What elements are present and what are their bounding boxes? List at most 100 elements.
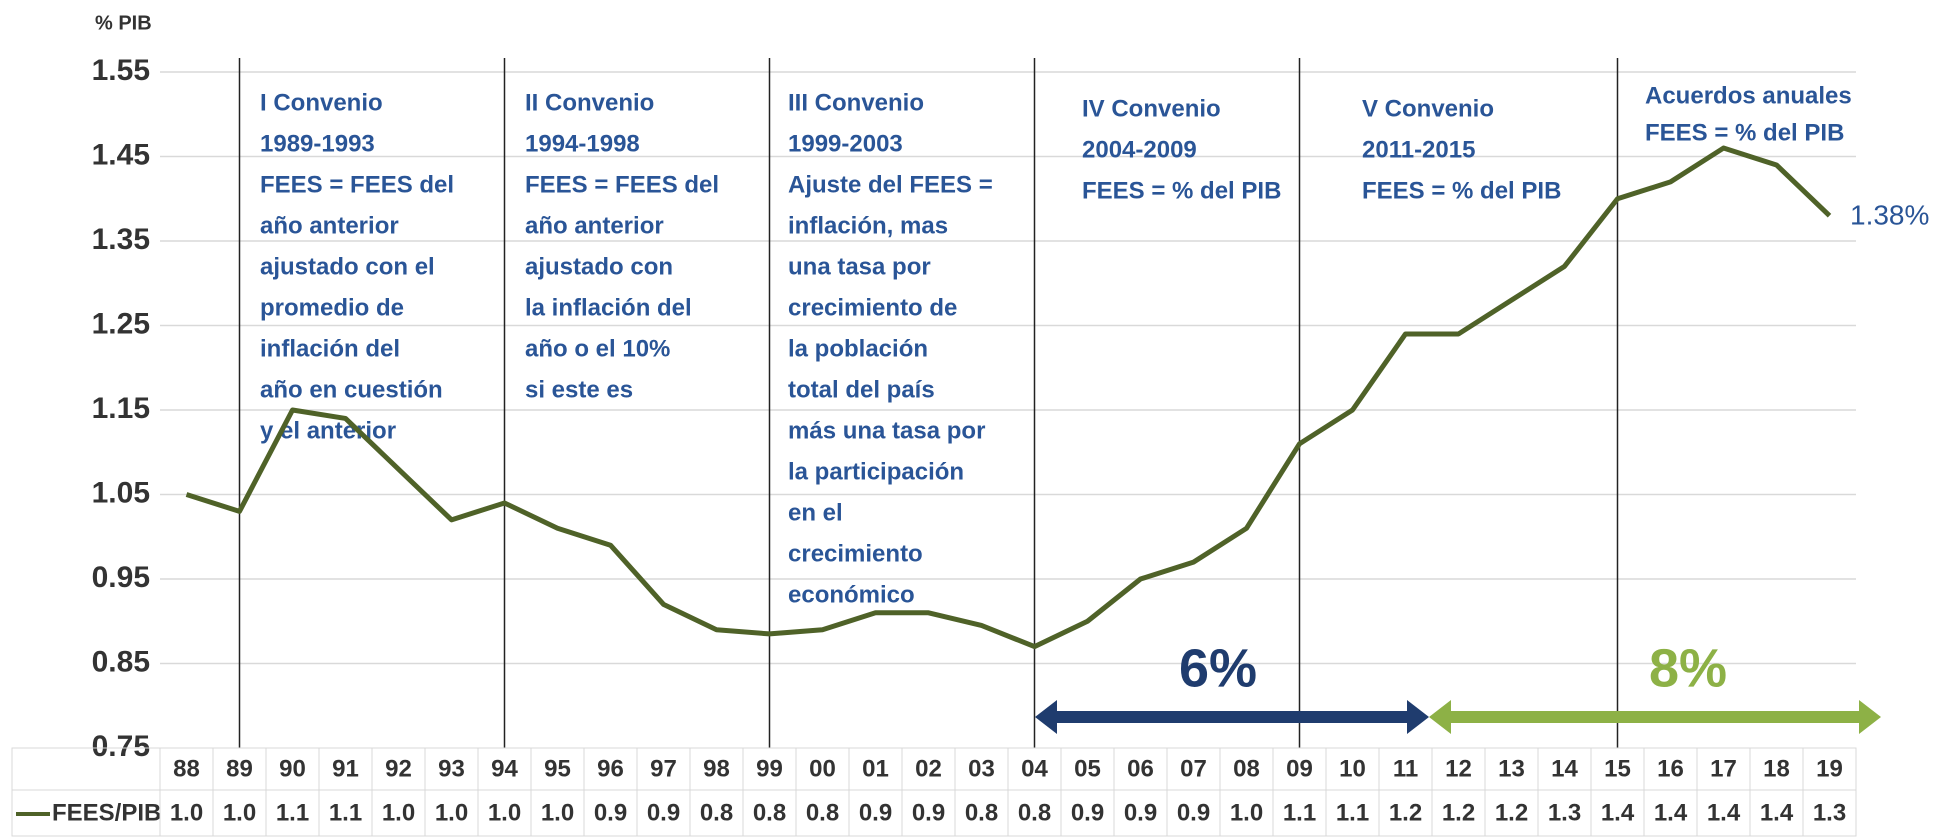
table-value: 1.0 xyxy=(435,799,468,826)
y-tick-label: 1.45 xyxy=(92,138,150,171)
annotation-text: V Convenio xyxy=(1362,95,1494,122)
table-value: 0.9 xyxy=(912,799,945,826)
table-value: 1.0 xyxy=(170,799,203,826)
table-value: 1.2 xyxy=(1495,799,1528,826)
table-value: 1.4 xyxy=(1707,799,1741,826)
annotation-text: FEES = FEES del xyxy=(260,171,454,198)
annotation-text: 1994-1998 xyxy=(525,130,640,157)
table-value: 0.8 xyxy=(1018,799,1051,826)
annotation-text: 1989-1993 xyxy=(260,130,375,157)
x-tick-label: 11 xyxy=(1393,755,1418,782)
x-tick-label: 95 xyxy=(544,755,571,782)
y-tick-label: 0.95 xyxy=(92,561,150,594)
x-tick-label: 13 xyxy=(1498,755,1525,782)
x-tick-label: 94 xyxy=(491,755,518,782)
table-value: 1.1 xyxy=(1336,799,1369,826)
table-value: 1.2 xyxy=(1389,799,1422,826)
y-tick-label: 1.05 xyxy=(92,476,150,509)
table-value: 1.0 xyxy=(1230,799,1263,826)
table-value: 0.9 xyxy=(859,799,892,826)
y-tick-label: 0.75 xyxy=(92,730,150,763)
x-tick-label: 96 xyxy=(597,755,624,782)
x-tick-label: 05 xyxy=(1074,755,1101,782)
x-tick-label: 88 xyxy=(173,755,200,782)
annotation-text: 1999-2003 xyxy=(788,130,903,157)
annotation-text: inflación del xyxy=(260,335,400,362)
annotation-text: más una tasa por xyxy=(788,417,985,444)
annotation-text: la participación xyxy=(788,458,964,485)
x-tick-label: 06 xyxy=(1127,755,1154,782)
x-tick-label: 17 xyxy=(1710,755,1737,782)
annotation-text: una tasa por xyxy=(788,253,931,280)
arrow-label: 8% xyxy=(1649,638,1727,698)
table-value: 1.4 xyxy=(1654,799,1688,826)
table-value: 1.3 xyxy=(1548,799,1581,826)
annotation-text: la población xyxy=(788,335,928,362)
table-value: 1.0 xyxy=(488,799,521,826)
table-value: 0.8 xyxy=(965,799,998,826)
annotation-text: la inflación del xyxy=(525,294,692,321)
x-tick-label: 04 xyxy=(1021,755,1048,782)
table-value: 1.0 xyxy=(382,799,415,826)
arrow-8-head xyxy=(1429,700,1451,734)
legend-label: FEES/PIB xyxy=(52,799,161,826)
x-tick-label: 98 xyxy=(703,755,730,782)
table-value: 0.9 xyxy=(1177,799,1210,826)
annotation-text: 2004-2009 xyxy=(1082,136,1197,163)
annotation-text: año o el 10% xyxy=(525,335,670,362)
table-value: 1.4 xyxy=(1760,799,1794,826)
x-tick-label: 90 xyxy=(279,755,306,782)
annotation-text: Ajuste del FEES = xyxy=(788,171,993,198)
x-tick-label: 92 xyxy=(385,755,412,782)
x-tick-label: 15 xyxy=(1604,755,1631,782)
annotation-text: ajustado con el xyxy=(260,253,435,280)
x-tick-label: 00 xyxy=(809,755,836,782)
x-tick-label: 97 xyxy=(650,755,677,782)
data-line xyxy=(185,145,1832,650)
annotation-text: FEES = % del PIB xyxy=(1082,177,1281,204)
x-tick-label: 07 xyxy=(1180,755,1207,782)
y-tick-label: 1.55 xyxy=(92,54,150,87)
annotation-text: Acuerdos anuales xyxy=(1645,82,1852,109)
table-value: 1.1 xyxy=(1283,799,1316,826)
table-value: 0.9 xyxy=(1124,799,1157,826)
x-tick-label: 99 xyxy=(756,755,783,782)
table-value: 0.8 xyxy=(806,799,839,826)
y-tick-label: 1.35 xyxy=(92,223,150,256)
table-value: 0.9 xyxy=(594,799,627,826)
x-tick-label: 16 xyxy=(1657,755,1684,782)
arrow-8-head xyxy=(1859,700,1881,734)
table-value: 1.4 xyxy=(1601,799,1635,826)
arrow-label: 6% xyxy=(1179,638,1257,698)
annotation-text: III Convenio xyxy=(788,89,924,116)
annotation-text: FEES = FEES del xyxy=(525,171,719,198)
table-value: 1.1 xyxy=(276,799,309,826)
annotation-text: económico xyxy=(788,581,915,608)
x-tick-label: 02 xyxy=(915,755,942,782)
x-tick-label: 01 xyxy=(862,755,889,782)
table-value: 0.8 xyxy=(753,799,786,826)
table-border xyxy=(11,747,1857,837)
x-tick-label: 91 xyxy=(332,755,359,782)
x-tick-label: 09 xyxy=(1286,755,1313,782)
end-label: 1.38% xyxy=(1850,199,1929,230)
annotation-text: FEES = % del PIB xyxy=(1362,177,1561,204)
x-tick-label: 12 xyxy=(1445,755,1472,782)
annotation-text: crecimiento de xyxy=(788,294,957,321)
x-tick-label: 10 xyxy=(1339,755,1366,782)
table-value: 1.2 xyxy=(1442,799,1475,826)
y-tick-label: 0.85 xyxy=(92,645,150,678)
table-value: 1.1 xyxy=(329,799,362,826)
annotation-text: FEES = % del PIB xyxy=(1645,119,1844,146)
annotation-text: 2011-2015 xyxy=(1362,136,1475,163)
annotation-text: inflación, mas xyxy=(788,212,948,239)
annotation-text: total del país xyxy=(788,376,935,403)
arrow-6-head xyxy=(1035,700,1057,734)
arrow-6-head xyxy=(1407,700,1429,734)
x-tick-label: 03 xyxy=(968,755,995,782)
annotation-text: año en cuestión xyxy=(260,376,443,403)
x-tick-label: 19 xyxy=(1816,755,1843,782)
table-value: 0.8 xyxy=(700,799,733,826)
annotation-text: año anterior xyxy=(525,212,664,239)
